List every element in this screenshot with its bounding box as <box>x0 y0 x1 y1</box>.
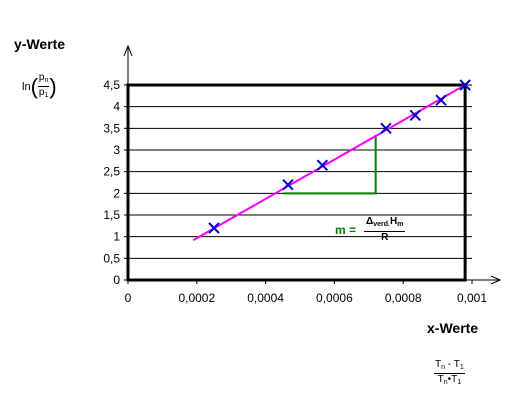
left-paren: ( <box>30 73 38 99</box>
p-1-sub: 1 <box>44 92 49 99</box>
temperature-ratio: Tn - T1 Tn•T1 <box>434 359 465 388</box>
slope-triangle <box>282 134 377 195</box>
x-axis-arrow <box>490 275 502 285</box>
x-tick-label: 0 <box>125 291 132 305</box>
y-tick-label: 2 <box>113 186 120 200</box>
slope-triangle-legs <box>282 134 377 195</box>
data-point-stroke <box>208 222 220 234</box>
data-point-marker <box>409 109 421 122</box>
x-tick-label: 0,0004 <box>247 291 284 305</box>
y-axis-title: y-Werte <box>14 36 66 52</box>
pressure-denominator: p1 <box>38 87 49 101</box>
slope-numerator: Δverd.Hm <box>364 216 406 232</box>
data-points <box>208 79 471 234</box>
x-tick-label: 0,001 <box>457 291 487 305</box>
p-n: p <box>38 72 45 83</box>
x-axis-expression: Tn - T1 Tn•T1 <box>434 354 465 388</box>
slope-label: m = <box>335 223 357 237</box>
data-point-marker <box>208 222 220 234</box>
temperature-numerator: Tn - T1 <box>434 359 465 374</box>
p-n-sub: n <box>44 77 49 84</box>
m-sub: m <box>397 221 404 228</box>
y-tick-label: 0 <box>113 273 120 287</box>
data-point-stroke <box>409 109 421 122</box>
data-point-stroke <box>459 79 471 91</box>
verd-sub: verd. <box>373 221 390 228</box>
y-axis-expression: ln ( pn p1 ) <box>22 72 57 101</box>
right-paren: ) <box>49 73 57 99</box>
y-tick-label: 1,5 <box>103 208 120 222</box>
regression-line <box>192 84 466 242</box>
y-tick-label: 2,5 <box>103 165 120 179</box>
x-tick-label: 0,0002 <box>178 291 215 305</box>
slope-formula: m = Δverd.Hm R <box>335 216 406 244</box>
y-tick-labels: 0 0,5 1 1,5 2 2,5 3 3,5 4 4,5 <box>103 78 128 287</box>
p-1: p <box>38 87 45 98</box>
t-n-den: T <box>437 374 444 385</box>
minus-t: - T <box>445 359 460 370</box>
y-tick-label: 4,5 <box>103 78 120 92</box>
x-tick-labels: 0 0,0002 0,0004 0,0006 0,0008 0,001 <box>125 280 487 305</box>
delta-symbol: Δ <box>366 216 374 227</box>
data-point-marker <box>316 159 329 171</box>
data-point-marker <box>282 178 294 191</box>
data-point-stroke <box>316 159 329 171</box>
chart-axes <box>123 44 502 285</box>
y-axis-arrow <box>123 44 133 57</box>
data-point-marker <box>435 94 447 106</box>
t-1-sub: 1 <box>459 364 464 371</box>
y-tick-label: 3,5 <box>103 121 120 135</box>
y-tick-label: 0,5 <box>103 251 120 265</box>
t-n-den-sub: n <box>443 379 448 386</box>
enthalpy-symbol: H <box>389 216 398 227</box>
regression-line-segment <box>192 84 466 242</box>
data-point-marker <box>459 79 471 91</box>
t-n: T <box>435 359 442 370</box>
pressure-numerator: pn <box>37 72 50 87</box>
y-tick-label: 4 <box>113 100 120 114</box>
ln-prefix: ln <box>22 80 31 93</box>
data-point-marker <box>380 122 392 135</box>
data-point-stroke <box>435 94 447 106</box>
slope-denominator: R <box>381 232 389 243</box>
x-tick-label: 0,0008 <box>385 291 422 305</box>
y-tick-label: 3 <box>113 143 120 157</box>
data-point-stroke <box>282 178 294 191</box>
x-tick-label: 0,0006 <box>316 291 353 305</box>
y-tick-label: 1 <box>113 230 120 244</box>
times-t: •T <box>447 374 458 385</box>
data-point-stroke <box>380 122 392 135</box>
slope-fraction: Δverd.Hm R <box>364 216 406 244</box>
pressure-ratio: pn p1 <box>37 72 50 101</box>
t-1-den-sub: 1 <box>457 379 462 386</box>
t-n-sub: n <box>441 364 446 371</box>
x-axis-title: x-Werte <box>427 320 479 336</box>
temperature-denominator: Tn•T1 <box>437 374 463 388</box>
